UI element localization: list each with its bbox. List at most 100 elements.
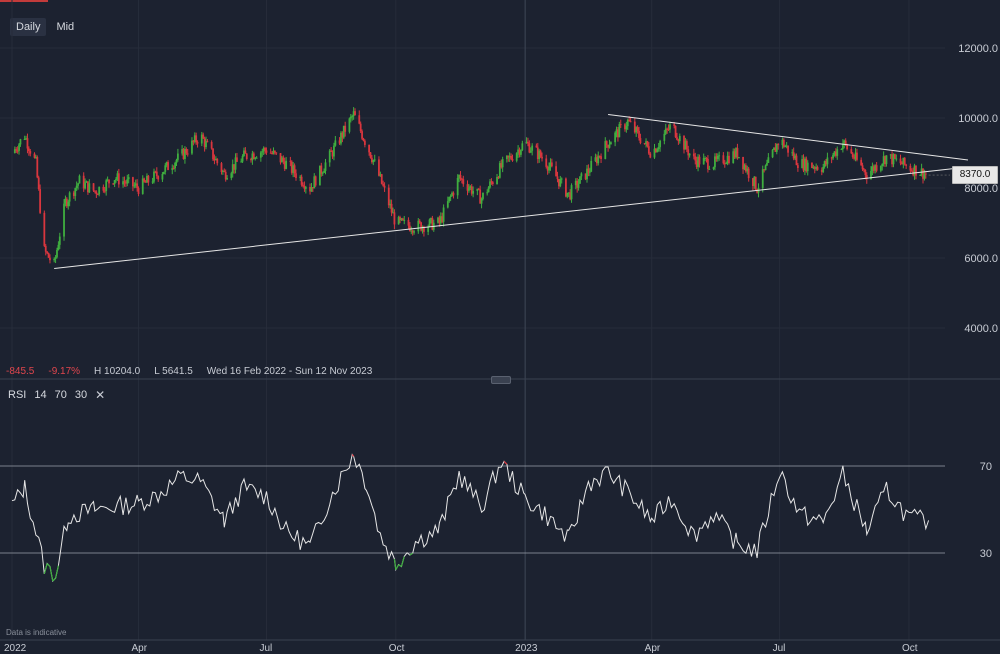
candle-body bbox=[369, 152, 372, 158]
candle-body bbox=[625, 126, 628, 130]
candle-body bbox=[901, 163, 903, 165]
candle-body bbox=[830, 157, 833, 159]
candle-body bbox=[437, 217, 439, 223]
candle-body bbox=[715, 156, 718, 159]
time-tick-label: Oct bbox=[389, 643, 405, 654]
candle-body bbox=[383, 185, 386, 188]
candle-body bbox=[408, 225, 411, 231]
candle-body bbox=[576, 180, 579, 188]
candle-body bbox=[895, 158, 898, 160]
candle-body bbox=[913, 165, 916, 176]
candle-body bbox=[469, 186, 472, 188]
candle-body bbox=[843, 140, 846, 144]
candle-body bbox=[861, 165, 864, 170]
candle-body bbox=[865, 175, 868, 180]
candle-body bbox=[549, 162, 552, 167]
mid-button[interactable]: Mid bbox=[56, 21, 75, 33]
candle-body bbox=[608, 144, 611, 148]
rsi-oversold-segment bbox=[409, 552, 414, 556]
candle-body bbox=[37, 177, 40, 190]
candle-body bbox=[191, 140, 193, 154]
candle-body bbox=[893, 154, 896, 159]
candle-body bbox=[708, 168, 711, 170]
candle-body bbox=[476, 188, 479, 192]
candle-body bbox=[735, 148, 737, 158]
candle-body bbox=[657, 147, 660, 150]
price-tick-label: 6000.0 bbox=[964, 253, 998, 265]
candle-body bbox=[283, 161, 286, 169]
rsi-panel: 70 30 bbox=[0, 453, 992, 583]
candle-body bbox=[604, 141, 607, 159]
stats-bar: -845.5 -9.17% H 10204.0 L 5641.5 Wed 16 … bbox=[6, 366, 372, 377]
candle-body bbox=[822, 166, 825, 172]
candle-body bbox=[805, 158, 808, 172]
candle-body bbox=[155, 171, 158, 177]
candle-body bbox=[550, 162, 553, 167]
daily-button[interactable]: Daily bbox=[10, 18, 47, 36]
candle-body bbox=[354, 111, 356, 116]
candle-body bbox=[393, 212, 396, 225]
candle-body bbox=[144, 181, 147, 183]
candle-body bbox=[667, 129, 670, 131]
candle-body bbox=[202, 134, 205, 139]
candle-body bbox=[723, 163, 726, 165]
candle-body bbox=[763, 169, 766, 171]
candle-body bbox=[389, 203, 392, 206]
candle-body bbox=[226, 178, 228, 180]
candle-body bbox=[338, 140, 341, 144]
candle-body bbox=[688, 153, 691, 156]
candle-body bbox=[401, 218, 404, 221]
candle-body bbox=[820, 169, 823, 172]
candle-body bbox=[806, 162, 809, 172]
candle-body bbox=[231, 164, 234, 174]
candle-body bbox=[133, 185, 136, 187]
candle-body bbox=[854, 152, 857, 159]
candle-body bbox=[418, 220, 421, 223]
candle-body bbox=[791, 152, 794, 154]
candle-body bbox=[521, 143, 524, 151]
candle-body bbox=[392, 212, 394, 214]
candle-body bbox=[103, 190, 106, 192]
candle-body bbox=[23, 139, 26, 141]
candle-body bbox=[505, 155, 508, 160]
candle-body bbox=[615, 129, 618, 133]
candle-body bbox=[489, 181, 491, 188]
candle-body bbox=[653, 148, 656, 158]
candle-body bbox=[157, 176, 160, 180]
candle-body bbox=[707, 159, 709, 169]
candle-body bbox=[295, 173, 297, 178]
candle-body bbox=[781, 139, 784, 146]
candle-body bbox=[919, 174, 922, 176]
rsi-overbought-segment bbox=[351, 454, 355, 457]
trendline bbox=[54, 166, 969, 269]
candle-body bbox=[811, 162, 813, 168]
candle-body bbox=[243, 150, 245, 157]
candle-body bbox=[501, 159, 504, 168]
time-tick-label: 2022 bbox=[4, 643, 27, 654]
panel-resize-handle[interactable] bbox=[491, 376, 511, 384]
candle-body bbox=[410, 230, 413, 232]
candle-body bbox=[841, 143, 844, 150]
candle-body bbox=[510, 155, 512, 159]
rsi-level-label: 30 bbox=[980, 548, 992, 560]
candle-body bbox=[164, 165, 167, 172]
rsi-level-label: 70 bbox=[980, 461, 992, 473]
close-icon[interactable]: ✕ bbox=[95, 388, 106, 402]
candle-body bbox=[349, 116, 352, 119]
time-tick-label: Apr bbox=[132, 643, 148, 654]
candle-body bbox=[16, 150, 19, 152]
candle-body bbox=[885, 155, 888, 165]
candle-body bbox=[224, 171, 227, 180]
candle-body bbox=[252, 153, 255, 159]
candle-body bbox=[441, 216, 444, 222]
candle-body bbox=[546, 166, 549, 171]
candle-body bbox=[545, 158, 548, 167]
candle-body bbox=[184, 149, 186, 160]
candle-body bbox=[127, 177, 130, 180]
candle-body bbox=[527, 141, 529, 144]
candle-body bbox=[279, 153, 282, 163]
candle-body bbox=[846, 144, 848, 150]
candle-body bbox=[26, 138, 29, 149]
candle-body bbox=[647, 146, 650, 154]
